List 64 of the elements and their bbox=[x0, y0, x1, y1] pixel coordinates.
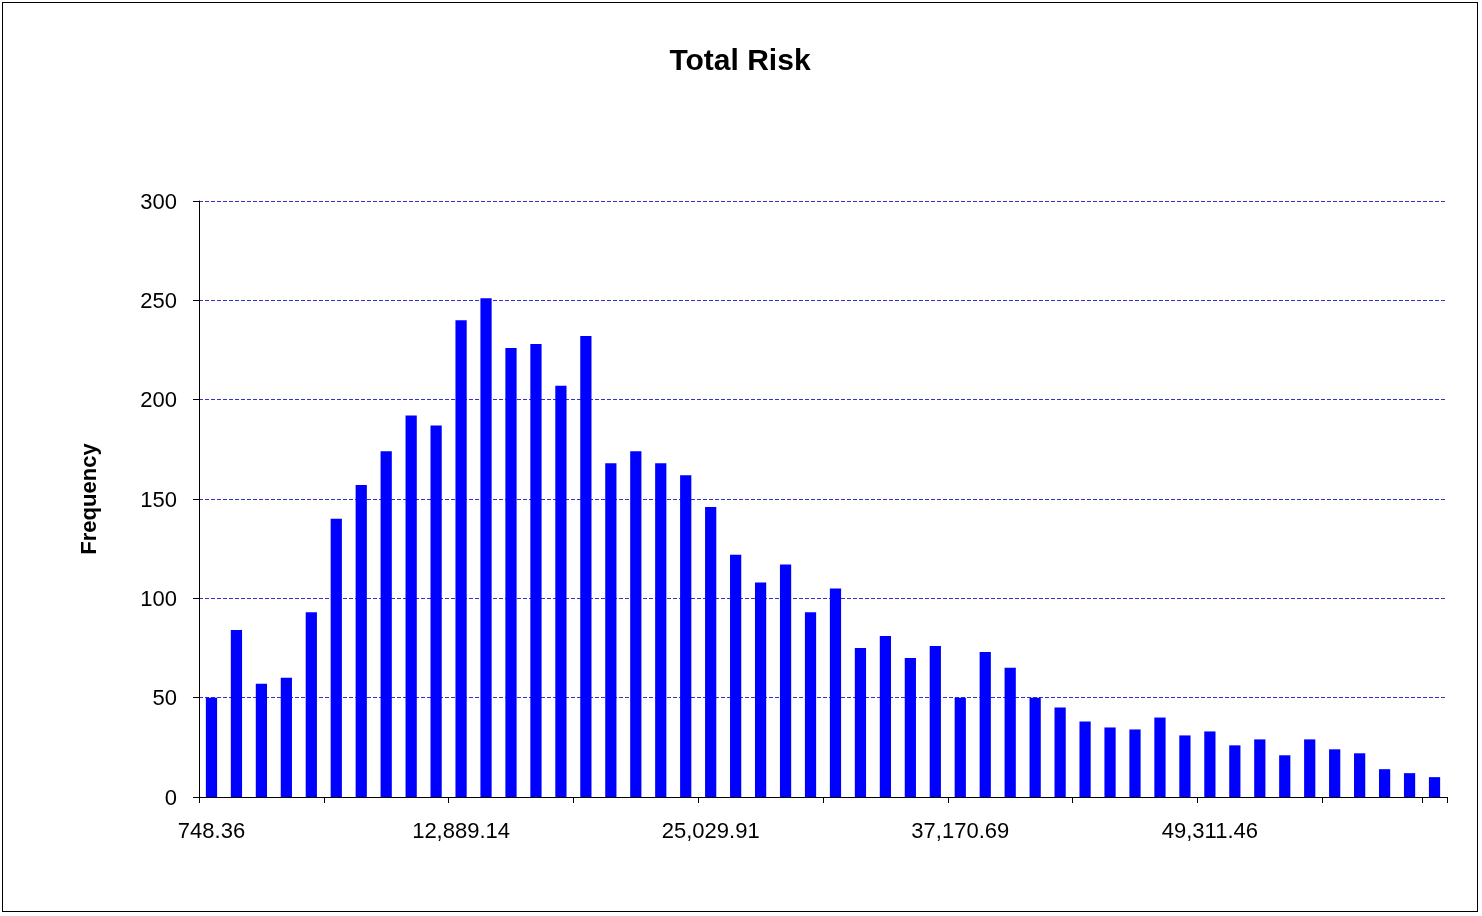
bar bbox=[230, 630, 243, 797]
bar bbox=[330, 518, 342, 797]
bar bbox=[979, 651, 991, 797]
bar bbox=[305, 612, 317, 797]
bar bbox=[605, 463, 617, 797]
chart-title: Total Risk bbox=[669, 42, 811, 76]
bar bbox=[1403, 773, 1416, 797]
bar bbox=[655, 463, 667, 797]
bar bbox=[1029, 697, 1041, 797]
bar bbox=[904, 657, 916, 797]
bar bbox=[1354, 753, 1366, 797]
bar bbox=[804, 612, 817, 797]
bar bbox=[555, 385, 567, 797]
x-tick-label: 37,170.69 bbox=[911, 817, 1010, 843]
bar bbox=[1079, 721, 1091, 797]
y-tick-label: 100 bbox=[140, 585, 177, 611]
bar bbox=[1154, 717, 1166, 797]
bar bbox=[1054, 707, 1066, 797]
bar bbox=[929, 646, 941, 797]
bar bbox=[1329, 749, 1341, 797]
bar bbox=[1179, 735, 1191, 797]
bar bbox=[405, 415, 417, 797]
bar bbox=[480, 298, 492, 797]
bar bbox=[580, 336, 592, 797]
x-tick-label: 12,889.14 bbox=[412, 817, 511, 843]
x-tick-label: 25,029.91 bbox=[661, 817, 760, 843]
y-tick-label: 150 bbox=[140, 486, 177, 512]
bar bbox=[1378, 769, 1391, 797]
bar bbox=[1254, 739, 1266, 797]
bar bbox=[530, 344, 542, 797]
bar bbox=[505, 348, 517, 797]
y-tick-label: 300 bbox=[140, 188, 177, 214]
bar bbox=[854, 648, 867, 797]
y-tick-label: 50 bbox=[152, 685, 177, 711]
bar bbox=[1229, 745, 1241, 797]
bar bbox=[1129, 729, 1141, 797]
bar bbox=[1428, 777, 1441, 797]
bar bbox=[1279, 755, 1291, 797]
bar bbox=[380, 451, 392, 797]
bar bbox=[779, 564, 792, 797]
bar bbox=[954, 697, 966, 797]
y-tick-label: 200 bbox=[140, 387, 177, 413]
bar bbox=[829, 588, 842, 797]
bar bbox=[430, 425, 442, 797]
bar bbox=[630, 451, 642, 797]
bar bbox=[455, 320, 467, 797]
bar bbox=[1004, 667, 1016, 797]
bar bbox=[730, 554, 742, 797]
bar bbox=[280, 677, 292, 797]
bar bbox=[355, 485, 367, 797]
bar bbox=[705, 506, 717, 797]
bar bbox=[1304, 739, 1316, 797]
bar bbox=[879, 636, 892, 797]
y-axis-title: Frequency bbox=[75, 442, 101, 555]
bar bbox=[1104, 727, 1116, 797]
bar bbox=[1204, 731, 1216, 797]
bar bbox=[680, 475, 692, 797]
bar bbox=[255, 683, 268, 797]
bar bbox=[754, 582, 767, 797]
y-tick-label: 250 bbox=[140, 287, 177, 313]
x-tick-label: 748.36 bbox=[177, 817, 246, 843]
bar bbox=[205, 697, 218, 797]
x-tick-label: 49,311.46 bbox=[1161, 817, 1259, 843]
y-tick-label: 0 bbox=[164, 784, 177, 810]
